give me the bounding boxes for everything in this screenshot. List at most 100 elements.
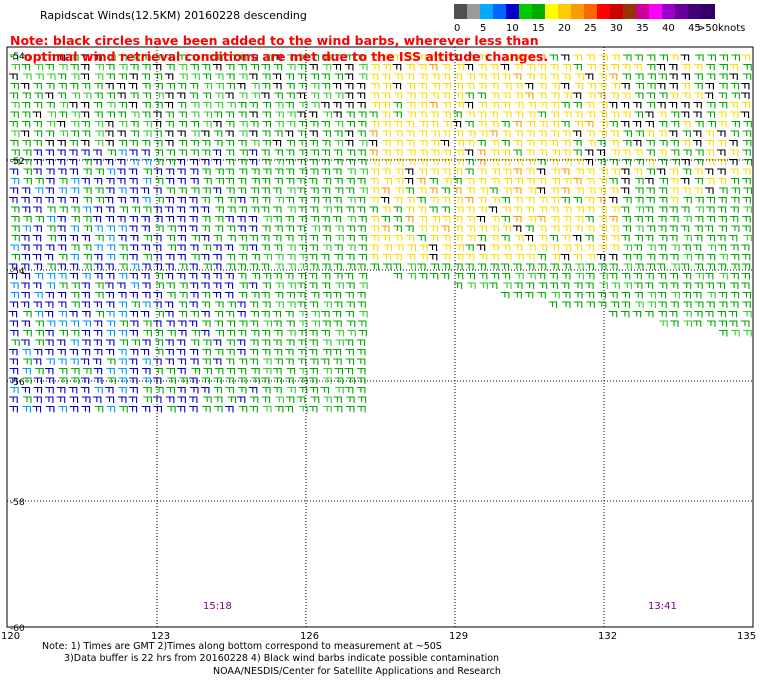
wind-barb — [178, 187, 187, 194]
wind-barb — [598, 111, 608, 118]
wind-barb — [32, 282, 42, 289]
wind-barb — [670, 120, 680, 128]
wind-barb — [21, 111, 31, 118]
wind-barb — [429, 272, 439, 280]
wind-barb — [238, 291, 248, 299]
wind-barb — [344, 139, 354, 147]
wind-barb — [239, 149, 248, 156]
wind-barb — [106, 405, 116, 413]
legend-swatch — [597, 4, 611, 19]
wind-barb — [248, 130, 258, 137]
wind-barb — [476, 149, 486, 156]
wind-barb — [623, 263, 632, 270]
wind-barb — [201, 63, 211, 71]
wind-barb — [453, 177, 462, 185]
wind-barb — [285, 177, 295, 185]
wind-barb — [190, 310, 199, 318]
wind-barb — [346, 225, 356, 232]
wind-barb — [106, 320, 116, 327]
wind-barb — [442, 244, 451, 251]
wind-barb — [9, 139, 19, 147]
wind-barb — [11, 253, 21, 261]
wind-barb — [575, 168, 584, 175]
wind-barb — [10, 386, 19, 394]
wind-barb — [310, 149, 320, 156]
wind-barb — [572, 130, 582, 137]
wind-barb — [718, 291, 728, 299]
wind-barb — [225, 120, 235, 128]
wind-barb — [20, 282, 30, 289]
wind-barb — [380, 196, 390, 204]
wind-barb — [334, 253, 343, 261]
wind-barb — [742, 168, 751, 175]
wind-barb — [142, 358, 151, 365]
wind-barb — [155, 92, 164, 99]
wind-barb — [658, 187, 668, 194]
legend-swatch — [558, 4, 572, 19]
wind-barb — [153, 73, 163, 80]
wind-barb — [563, 92, 572, 99]
wind-barb — [731, 92, 740, 99]
wind-barb — [716, 149, 726, 156]
wind-barb — [681, 139, 691, 147]
wind-barb — [189, 282, 199, 289]
wind-barb — [646, 54, 656, 61]
wind-barb — [212, 263, 222, 270]
wind-barb — [20, 234, 30, 242]
wind-barb — [491, 168, 500, 175]
wind-barb — [189, 386, 199, 394]
legend-swatch — [636, 4, 650, 19]
wind-barb — [610, 234, 620, 242]
wind-barb — [718, 92, 727, 99]
wind-barb — [561, 101, 570, 109]
wind-barb — [261, 196, 271, 204]
wind-barb — [152, 396, 162, 403]
wind-barb — [226, 225, 236, 232]
wind-barb — [658, 196, 668, 204]
wind-barb — [179, 291, 188, 299]
wind-barb — [142, 158, 152, 166]
wind-barb — [70, 377, 80, 384]
wind-barb — [393, 215, 402, 223]
wind-barb — [177, 396, 186, 403]
wind-barb — [419, 253, 428, 261]
wind-barb — [239, 282, 248, 289]
wind-barb — [226, 54, 235, 61]
wind-barb — [83, 196, 92, 204]
wind-barb — [188, 396, 198, 403]
wind-barb — [128, 149, 138, 156]
wind-barb — [106, 329, 116, 337]
wind-barb — [94, 405, 104, 413]
wind-barb — [23, 310, 32, 318]
wind-barb — [296, 92, 306, 99]
wind-barb — [57, 196, 66, 204]
wind-barb — [370, 92, 380, 99]
wind-barb — [682, 291, 691, 299]
wind-barb — [527, 187, 536, 194]
wind-barb — [57, 244, 67, 251]
wind-barb — [58, 377, 68, 384]
wind-barb — [455, 101, 464, 109]
wind-barb — [490, 139, 500, 147]
wind-barb — [250, 139, 260, 147]
wind-barb — [657, 244, 667, 251]
wind-barb — [166, 320, 175, 327]
wind-barb — [501, 120, 510, 128]
wind-barb — [527, 272, 536, 280]
wind-barb — [298, 310, 308, 318]
wind-barb — [598, 73, 607, 80]
wind-barb — [430, 196, 439, 204]
wind-barb — [346, 263, 356, 270]
wind-barb — [357, 225, 366, 232]
wind-barb — [333, 206, 343, 213]
wind-barb — [344, 272, 354, 280]
wind-barb — [80, 111, 90, 118]
wind-barb — [419, 244, 428, 251]
wind-barb — [70, 358, 79, 365]
wind-barb — [275, 263, 284, 270]
wind-barb — [35, 215, 44, 223]
wind-barb — [224, 405, 234, 413]
wind-barb — [443, 120, 452, 128]
wind-barb — [418, 139, 428, 147]
wind-barb — [273, 386, 282, 394]
